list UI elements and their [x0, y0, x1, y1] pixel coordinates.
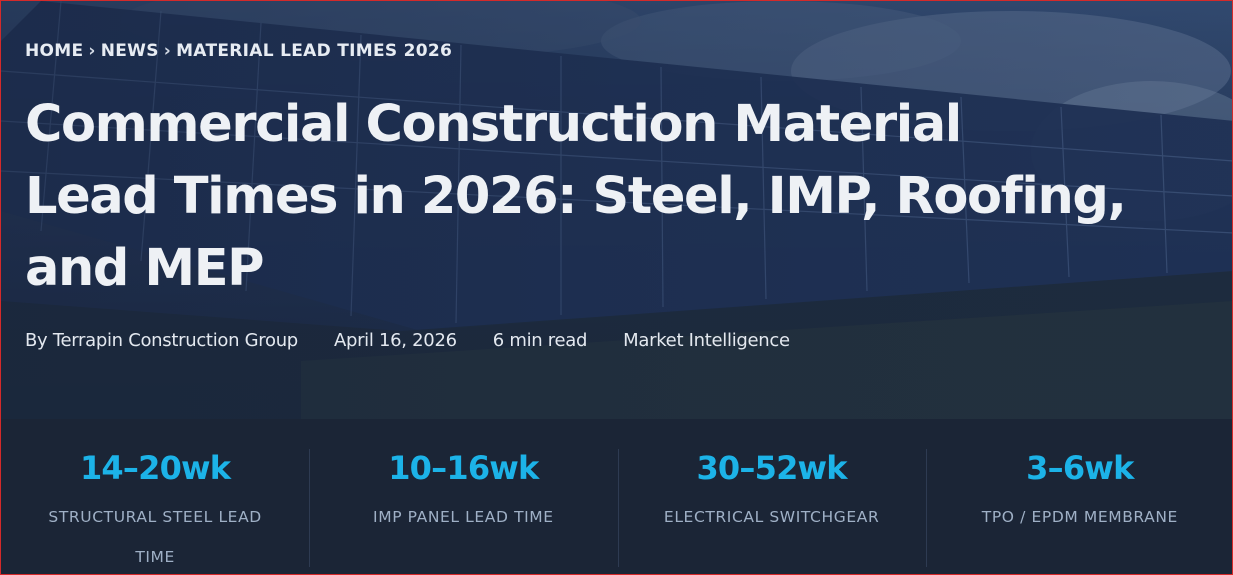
stat-value: 10–16wk: [388, 449, 539, 487]
stat-label: STRUCTURAL STEEL LEAD TIME: [48, 508, 262, 566]
lead-time-stats-bar: 14–20wk STRUCTURAL STEEL LEAD TIME 10–16…: [1, 419, 1232, 574]
stat-card-imp-panel: 10–16wk IMP PANEL LEAD TIME: [309, 419, 617, 574]
breadcrumb-home-link[interactable]: HOME: [25, 41, 84, 61]
breadcrumb-separator: ›: [163, 41, 172, 61]
hero-banner: HOME › NEWS › MATERIAL LEAD TIMES 2026 Comme…: [1, 1, 1232, 419]
stat-card-structural-steel: 14–20wk STRUCTURAL STEEL LEAD TIME: [1, 419, 309, 574]
article-meta: By Terrapin Construction Group April 16,…: [25, 330, 790, 351]
breadcrumb: HOME › NEWS › MATERIAL LEAD TIMES 2026: [25, 41, 452, 61]
article-date: April 16, 2026: [333, 330, 457, 351]
breadcrumb-news-link[interactable]: NEWS: [100, 41, 159, 61]
article-author: By Terrapin Construction Group: [25, 330, 298, 351]
hero-overlay: [1, 1, 1232, 419]
article-category-link[interactable]: Market Intelligence: [623, 330, 790, 351]
stat-card-electrical-switchgear: 30–52wk ELECTRICAL SWITCHGEAR: [617, 419, 926, 574]
stat-label: TPO / EPDM MEMBRANE: [981, 508, 1178, 526]
article-title-line: Commercial Construction Material: [25, 95, 962, 154]
stat-label: ELECTRICAL SWITCHGEAR: [663, 508, 880, 526]
article-title-line: Lead Times in 2026: Steel, IMP, Roofing,: [25, 167, 1127, 226]
stat-value: 14–20wk: [79, 449, 231, 487]
article-read-time: 6 min read: [492, 330, 588, 351]
stat-card-tpo-epdm-membrane: 3–6wk TPO / EPDM MEMBRANE: [925, 419, 1232, 574]
stat-value: 30–52wk: [696, 449, 847, 487]
article-title-line: and MEP: [25, 239, 265, 298]
stat-label: IMP PANEL LEAD TIME: [373, 508, 554, 526]
article-title: Commercial Construction Material Lead Ti…: [25, 89, 1175, 305]
stat-value: 3–6wk: [1026, 449, 1134, 487]
breadcrumb-separator: ›: [88, 41, 96, 61]
breadcrumb-current-page: MATERIAL LEAD TIMES 2026: [176, 41, 453, 61]
